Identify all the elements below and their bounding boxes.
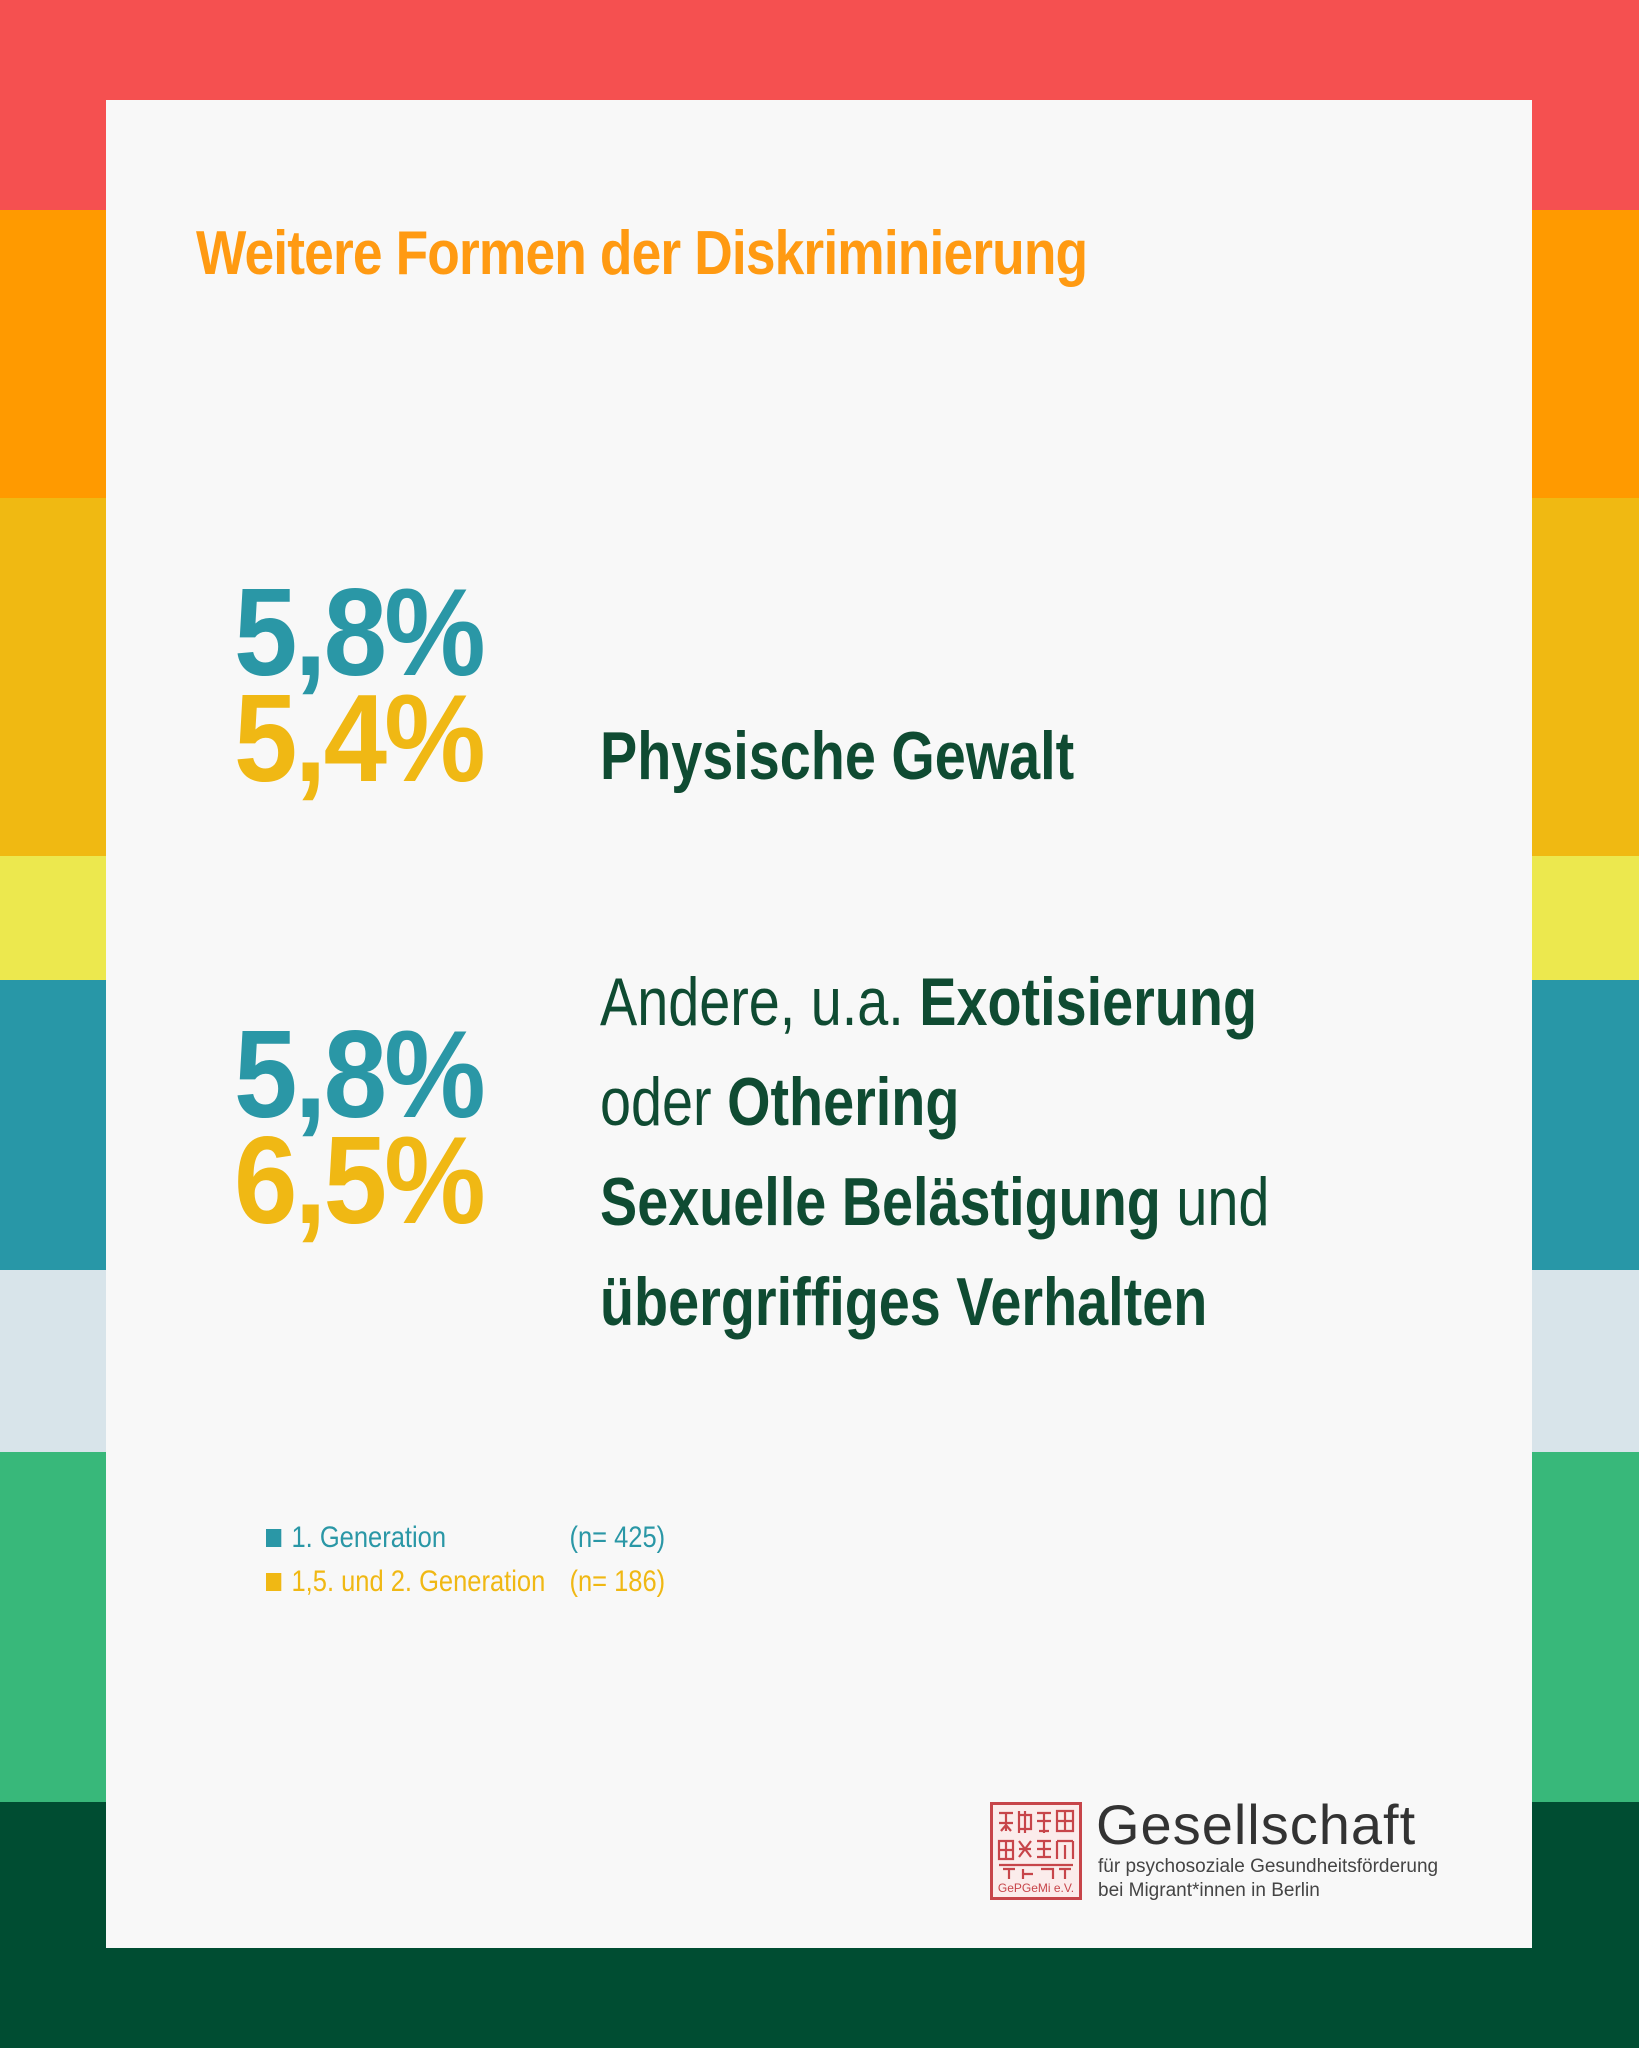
label-line-2: oder Othering (600, 1052, 1269, 1152)
organization-subtitle-line-2: bei Migrant*innen in Berlin (1098, 1880, 1320, 1901)
text-uebergriffiges-verhalten: übergriffiges Verhalten (600, 1264, 1208, 1340)
text-exotisierung: Exotisierung (919, 964, 1258, 1040)
text-andere: Andere, u.a. (600, 964, 920, 1040)
legend-square-icon (266, 1573, 282, 1591)
seal-stamp-icon: GePGeMi e.V. (990, 1802, 1082, 1900)
organization-logo: GePGeMi e.V. Gesellschaft für psychosozi… (990, 1793, 1490, 1908)
label-physische-gewalt: Physische Gewalt (600, 718, 1075, 794)
organization-name: Gesellschaft (1096, 1793, 1417, 1856)
text-sexuelle-belaestigung: Sexuelle Belästigung (600, 1164, 1161, 1240)
label-line-3: Sexuelle Belästigung und (600, 1152, 1269, 1252)
text-othering: Othering (727, 1064, 960, 1140)
legend-label: 1,5. und 2. Generation (291, 1565, 546, 1598)
content-card: Weitere Formen der Diskriminierung 5,8% … (106, 100, 1532, 1948)
page-title: Weitere Formen der Diskriminierung (196, 219, 1088, 288)
stat-values-other-forms: 5,8% 6,5% (234, 1006, 510, 1250)
legend-sample-size: (n= 425) (569, 1521, 666, 1554)
seal-text: GePGeMi e.V. (997, 1881, 1075, 1895)
value-second-generation: 6,5% (234, 1112, 486, 1250)
stat-values-physical-violence: 5,8% 5,4% (234, 564, 510, 808)
text-oder: oder (600, 1064, 728, 1140)
label-line-4: übergriffiges Verhalten (600, 1252, 1269, 1352)
stat-label-other-forms: Andere, u.a. Exotisierung oder Othering … (600, 952, 1269, 1352)
value-first-generation: 5,8% (234, 1006, 486, 1144)
stat-label-physical-violence: Physische Gewalt (600, 706, 1074, 806)
legend-sample-size: (n= 186) (569, 1565, 666, 1598)
label-line-1: Andere, u.a. Exotisierung (600, 952, 1269, 1052)
organization-subtitle-line-1: für psychosoziale Gesundheitsförderung (1098, 1856, 1439, 1877)
value-first-generation: 5,8% (234, 564, 486, 702)
value-second-generation: 5,4% (234, 670, 486, 808)
legend-label: 1. Generation (291, 1521, 447, 1554)
legend-square-icon (266, 1529, 282, 1547)
text-und: und (1160, 1164, 1270, 1240)
